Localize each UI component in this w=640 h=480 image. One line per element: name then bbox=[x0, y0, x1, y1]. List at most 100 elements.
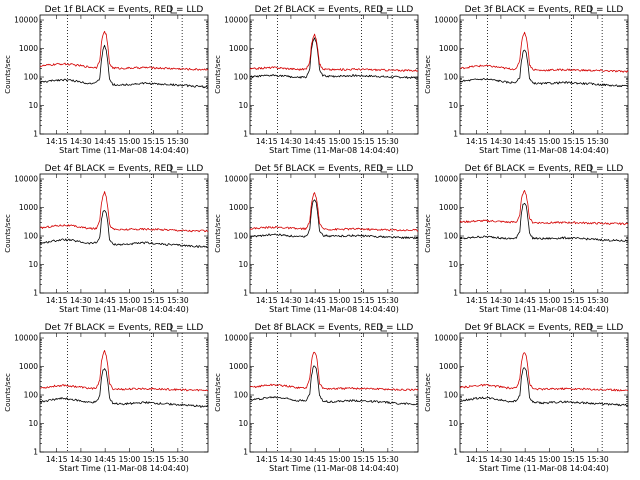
x-axis-label: Start Time (11-Mar-08 14:04:40) bbox=[269, 464, 399, 473]
plot-frame bbox=[39, 332, 209, 453]
x-tick-label: 15:15 bbox=[143, 296, 165, 305]
y-tick-label: 10 bbox=[238, 101, 248, 110]
x-tick-label: 14:45 bbox=[514, 455, 536, 464]
x-tick-label: 15:30 bbox=[587, 455, 609, 464]
series-line-lld bbox=[39, 30, 209, 71]
x-axis-label: Start Time (11-Mar-08 14:04:40) bbox=[479, 464, 609, 473]
y-tick-label: 100 bbox=[234, 73, 249, 82]
panel-det-6: Det 6f BLACK = Events, RED = LLD 1 10 100 10… bbox=[424, 164, 629, 314]
series-line-events bbox=[39, 210, 209, 248]
corner-glyph bbox=[590, 164, 597, 173]
x-tick-label: 14:45 bbox=[94, 455, 116, 464]
x-tick-label: 15:00 bbox=[119, 296, 141, 305]
y-tick-label: 1000 bbox=[229, 362, 248, 371]
x-tick-label: 15:15 bbox=[353, 296, 375, 305]
series-line-events bbox=[459, 49, 629, 88]
plot-frame bbox=[459, 14, 629, 135]
y-tick-label: 10 bbox=[28, 260, 38, 269]
series-line-lld bbox=[249, 33, 419, 72]
y-tick-label: 1 bbox=[33, 289, 38, 298]
x-tick-label: 14:30 bbox=[490, 137, 512, 146]
panel-title: Det 7f BLACK = Events, RED = LLD bbox=[45, 323, 204, 333]
y-tick-label: 1000 bbox=[229, 203, 248, 212]
plot-frame bbox=[249, 173, 419, 294]
x-tick-label: 15:30 bbox=[167, 137, 189, 146]
x-axis-label: Start Time (11-Mar-08 14:04:40) bbox=[59, 146, 189, 155]
x-tick-label: 14:15 bbox=[466, 137, 488, 146]
y-tick-label: 10000 bbox=[14, 334, 38, 343]
corner-glyph bbox=[590, 5, 597, 14]
plot-frame bbox=[39, 173, 209, 294]
y-axis-label: Counts/sec bbox=[4, 55, 12, 94]
plot-frame bbox=[459, 173, 629, 294]
series-line-events bbox=[249, 199, 419, 240]
panel-det-5: Det 5f BLACK = Events, RED = LLD 1 10 100 10… bbox=[214, 164, 419, 314]
x-tick-label: 15:00 bbox=[329, 296, 351, 305]
x-tick-label: 14:30 bbox=[490, 296, 512, 305]
panel-title: Det 6f BLACK = Events, RED = LLD bbox=[465, 164, 624, 174]
x-tick-label: 15:00 bbox=[539, 455, 561, 464]
y-tick-label: 10 bbox=[238, 419, 248, 428]
x-tick-label: 14:45 bbox=[94, 137, 116, 146]
y-tick-label: 100 bbox=[24, 232, 39, 241]
panel-det-3: Det 3f BLACK = Events, RED = LLD 1 10 100 10… bbox=[424, 5, 629, 155]
x-tick-label: 14:45 bbox=[304, 455, 326, 464]
y-tick-label: 10000 bbox=[434, 16, 458, 25]
y-axis-label: Counts/sec bbox=[214, 373, 222, 412]
y-axis-label: Counts/sec bbox=[214, 214, 222, 253]
x-tick-label: 15:30 bbox=[167, 455, 189, 464]
series-line-lld bbox=[249, 192, 419, 232]
corner-glyph bbox=[170, 323, 177, 332]
plot-frame bbox=[249, 14, 419, 135]
x-tick-label: 14:30 bbox=[70, 137, 92, 146]
x-tick-label: 14:30 bbox=[280, 455, 302, 464]
panel-title: Det 2f BLACK = Events, RED = LLD bbox=[255, 5, 414, 15]
y-tick-label: 1 bbox=[243, 448, 248, 457]
y-tick-label: 1000 bbox=[439, 44, 458, 53]
x-tick-label: 15:00 bbox=[119, 137, 141, 146]
x-tick-label: 14:30 bbox=[70, 455, 92, 464]
x-axis-label: Start Time (11-Mar-08 14:04:40) bbox=[59, 464, 189, 473]
series-line-lld bbox=[249, 351, 419, 392]
x-tick-label: 15:30 bbox=[377, 455, 399, 464]
y-tick-label: 1000 bbox=[229, 44, 248, 53]
y-axis-label: Counts/sec bbox=[424, 373, 432, 412]
panel-title: Det 1f BLACK = Events, RED = LLD bbox=[45, 5, 204, 15]
x-tick-label: 15:00 bbox=[539, 137, 561, 146]
y-tick-label: 1 bbox=[453, 289, 458, 298]
y-tick-label: 1 bbox=[243, 130, 248, 139]
y-tick-label: 1000 bbox=[439, 362, 458, 371]
x-tick-label: 15:00 bbox=[329, 455, 351, 464]
x-tick-label: 15:30 bbox=[167, 296, 189, 305]
panel-title: Det 9f BLACK = Events, RED = LLD bbox=[465, 323, 624, 333]
y-tick-label: 100 bbox=[444, 232, 459, 241]
panel-det-2: Det 2f BLACK = Events, RED = LLD 1 10 100 10… bbox=[214, 5, 419, 155]
x-tick-label: 14:30 bbox=[280, 137, 302, 146]
x-tick-label: 15:15 bbox=[353, 455, 375, 464]
y-tick-label: 10000 bbox=[224, 175, 248, 184]
x-tick-label: 14:15 bbox=[46, 455, 68, 464]
corner-glyph bbox=[380, 164, 387, 173]
y-tick-label: 1 bbox=[453, 130, 458, 139]
plot-frame bbox=[249, 332, 419, 453]
x-axis-label: Start Time (11-Mar-08 14:04:40) bbox=[479, 146, 609, 155]
y-tick-label: 10000 bbox=[224, 16, 248, 25]
x-tick-label: 15:00 bbox=[119, 455, 141, 464]
series-line-lld bbox=[459, 352, 629, 392]
y-tick-label: 1000 bbox=[439, 203, 458, 212]
panel-title: Det 3f BLACK = Events, RED = LLD bbox=[465, 5, 624, 15]
panel-title: Det 5f BLACK = Events, RED = LLD bbox=[255, 164, 414, 174]
y-axis-label: Counts/sec bbox=[424, 214, 432, 253]
y-axis-label: Counts/sec bbox=[424, 55, 432, 94]
series-line-events bbox=[459, 202, 629, 242]
x-tick-label: 14:45 bbox=[514, 137, 536, 146]
y-tick-label: 1 bbox=[33, 448, 38, 457]
x-axis-label: Start Time (11-Mar-08 14:04:40) bbox=[59, 305, 189, 314]
x-tick-label: 15:30 bbox=[377, 137, 399, 146]
x-tick-label: 14:45 bbox=[304, 137, 326, 146]
x-tick-label: 14:15 bbox=[46, 296, 68, 305]
corner-glyph bbox=[170, 164, 177, 173]
x-axis-label: Start Time (11-Mar-08 14:04:40) bbox=[269, 146, 399, 155]
y-tick-label: 10000 bbox=[434, 175, 458, 184]
